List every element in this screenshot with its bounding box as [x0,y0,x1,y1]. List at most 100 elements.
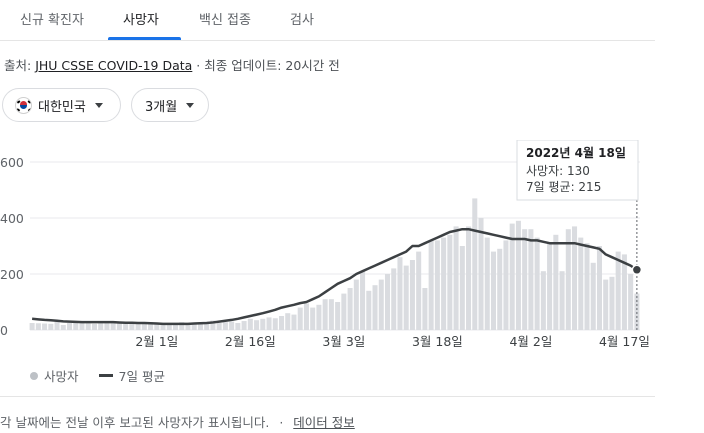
bar[interactable] [35,323,41,330]
bar[interactable] [310,307,316,330]
bar[interactable] [416,251,422,330]
bar[interactable] [135,323,141,330]
bar[interactable] [235,323,241,330]
bar[interactable] [503,240,509,330]
bar[interactable] [129,322,135,330]
bar[interactable] [172,323,179,330]
bar[interactable] [222,322,228,330]
bar[interactable] [110,322,116,330]
bar[interactable] [378,279,384,330]
bar[interactable] [328,299,334,330]
tab-deaths[interactable]: 사망자 [123,13,159,28]
bar[interactable] [116,323,122,330]
deaths-chart[interactable]: 0 200 400 600 2월 1일 2월 16일 3월 3일 3월 18일 4월 2일 4월 … [0,140,660,360]
data-info-link[interactable]: 데이터 정보 [293,415,355,430]
bar[interactable] [148,322,154,330]
source-link[interactable]: JHU CSSE COVID-19 Data [35,58,193,73]
bar[interactable] [322,299,328,330]
bar[interactable] [216,323,222,330]
bar[interactable] [79,322,85,330]
bar[interactable] [603,279,609,330]
bar[interactable] [272,318,278,330]
bar[interactable] [534,237,540,330]
bar[interactable] [42,323,48,330]
bar[interactable] [621,254,627,330]
bar[interactable] [54,321,60,330]
bar[interactable] [565,229,571,330]
bar[interactable] [422,288,428,330]
bar[interactable] [247,318,253,330]
hover-point[interactable] [631,264,643,276]
bar[interactable] [185,324,191,330]
bar[interactable] [397,257,403,330]
bar[interactable] [297,307,303,330]
bar[interactable] [303,303,309,330]
bar[interactable] [459,246,465,330]
bar[interactable] [596,246,602,330]
bar[interactable] [91,323,97,330]
bar[interactable] [366,290,372,330]
bar[interactable] [547,243,553,330]
bar[interactable] [191,324,197,330]
bar[interactable] [204,323,210,330]
bar[interactable] [241,321,247,330]
bar[interactable] [335,302,341,330]
bar[interactable] [197,323,203,330]
bar[interactable] [484,237,490,330]
bar[interactable] [278,316,285,330]
bar[interactable] [559,271,565,330]
bar[interactable] [447,234,453,330]
bar[interactable] [160,323,166,330]
bar[interactable] [522,229,528,330]
bar[interactable] [260,318,266,330]
bar[interactable] [60,324,66,330]
bar[interactable] [254,320,260,330]
bar[interactable] [490,251,497,330]
bar[interactable] [372,285,378,330]
bar[interactable] [584,243,590,330]
bar[interactable] [540,271,546,330]
tab-tests[interactable]: 검사 [290,13,314,28]
bar[interactable] [141,323,147,330]
bar[interactable] [509,223,515,330]
bar[interactable] [48,323,54,330]
country-dropdown[interactable]: 대한민국 [2,88,121,122]
bar[interactable] [67,323,73,330]
bar[interactable] [472,198,478,330]
bar[interactable] [590,262,596,330]
tab-new-cases[interactable]: 신규 확진자 [20,13,84,28]
bar[interactable] [434,240,440,330]
bar[interactable] [609,276,615,330]
bar[interactable] [29,323,35,330]
period-dropdown[interactable]: 3개월 [131,88,209,122]
bar[interactable] [166,323,172,330]
bar[interactable] [360,271,366,330]
bar[interactable] [347,288,353,330]
bar[interactable] [409,260,415,330]
bar[interactable] [391,268,397,330]
bar[interactable] [441,237,447,330]
bar[interactable] [179,322,185,330]
bar[interactable] [73,322,79,330]
bar[interactable] [353,279,359,330]
bar[interactable] [384,274,391,330]
bar[interactable] [104,322,110,330]
bar[interactable] [403,265,409,330]
bar[interactable] [85,323,91,330]
bar[interactable] [291,314,297,330]
bar[interactable] [553,234,559,330]
bar[interactable] [266,317,272,330]
bar[interactable] [515,220,521,330]
bar[interactable] [634,293,640,330]
bar[interactable] [341,293,347,330]
bar[interactable] [285,313,291,330]
bar[interactable] [528,229,534,330]
bar[interactable] [210,320,216,330]
bar[interactable] [497,248,503,330]
bar[interactable] [453,226,459,330]
bar[interactable] [154,324,160,330]
bar[interactable] [466,226,472,330]
bar[interactable] [316,304,322,330]
bar[interactable] [428,240,434,330]
bar[interactable] [229,321,235,330]
